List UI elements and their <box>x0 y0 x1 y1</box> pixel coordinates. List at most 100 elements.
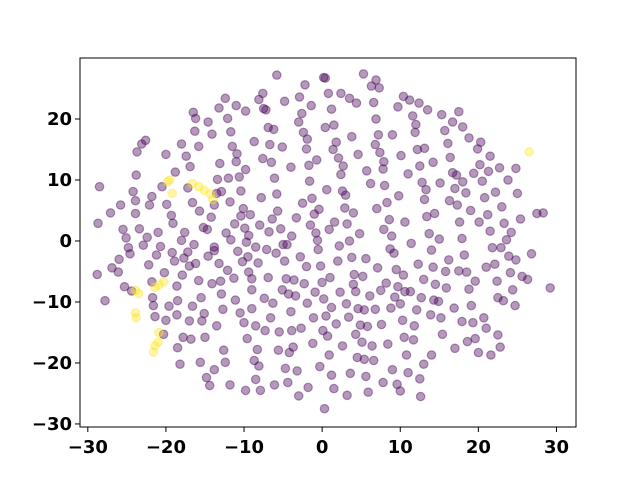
data-point <box>341 298 352 309</box>
data-point <box>260 325 270 336</box>
data-point <box>398 91 409 102</box>
data-point <box>211 188 222 199</box>
data-point <box>426 245 437 255</box>
data-point <box>329 120 339 130</box>
data-point <box>391 264 402 275</box>
data-point <box>441 283 452 293</box>
data-point <box>414 161 425 171</box>
points-layer <box>92 69 555 414</box>
data-point <box>130 195 141 206</box>
data-point <box>225 197 235 207</box>
data-point <box>147 191 157 202</box>
data-point <box>424 228 434 239</box>
data-point <box>411 119 421 130</box>
data-point <box>478 312 489 323</box>
data-point <box>345 368 356 379</box>
data-point <box>255 385 266 396</box>
data-point <box>434 234 445 244</box>
data-point <box>221 228 231 238</box>
data-point <box>472 144 483 154</box>
data-point <box>398 270 409 280</box>
data-point <box>179 253 189 263</box>
data-point <box>368 355 379 366</box>
data-point <box>470 276 480 286</box>
data-point <box>158 329 169 340</box>
data-point <box>214 103 224 113</box>
y-tick-label: −30 <box>32 414 72 435</box>
data-point <box>296 323 306 333</box>
data-point <box>336 169 346 180</box>
data-point <box>243 267 254 277</box>
data-point <box>92 269 102 280</box>
data-point <box>164 301 174 311</box>
data-point <box>166 210 177 221</box>
data-point <box>461 188 471 198</box>
data-point <box>220 93 231 104</box>
data-point <box>240 223 250 233</box>
data-point <box>450 183 460 194</box>
data-point <box>361 253 371 264</box>
data-point <box>143 259 154 270</box>
data-point <box>249 355 259 366</box>
data-point <box>183 247 193 257</box>
data-point <box>266 157 277 168</box>
data-point <box>189 239 199 250</box>
data-point <box>167 188 177 199</box>
data-point <box>526 249 537 259</box>
data-point <box>294 92 305 102</box>
data-point <box>459 250 470 260</box>
data-point <box>433 296 444 307</box>
data-point <box>289 275 299 285</box>
data-point <box>436 109 447 120</box>
data-point <box>457 316 467 327</box>
data-point <box>259 293 270 304</box>
data-point <box>370 139 381 150</box>
data-point <box>346 131 357 142</box>
data-point <box>359 354 370 365</box>
data-point <box>395 298 406 309</box>
data-point <box>481 323 491 333</box>
data-point <box>416 292 427 303</box>
data-point <box>315 261 326 271</box>
data-point <box>482 209 493 220</box>
data-point <box>324 350 334 360</box>
data-point <box>395 386 406 396</box>
data-point <box>385 244 395 254</box>
data-point <box>429 208 440 219</box>
x-tick-label: −30 <box>68 437 108 458</box>
data-point <box>440 266 451 277</box>
data-point <box>94 181 105 192</box>
data-point <box>288 342 298 352</box>
data-point <box>150 341 160 351</box>
data-point <box>155 241 166 252</box>
data-point <box>319 403 330 414</box>
data-point <box>426 350 437 360</box>
data-point <box>295 251 306 262</box>
data-point <box>493 330 503 340</box>
data-point <box>247 303 257 314</box>
data-point <box>201 372 212 383</box>
data-point <box>501 235 512 245</box>
x-tick-label: 30 <box>544 437 569 458</box>
data-point <box>205 189 216 199</box>
data-point <box>397 315 408 326</box>
data-point <box>370 304 381 315</box>
data-point <box>462 336 473 347</box>
data-point <box>128 186 138 197</box>
data-point <box>186 334 196 344</box>
data-point <box>126 286 137 296</box>
data-point <box>313 244 323 255</box>
data-point <box>250 320 261 331</box>
data-point <box>207 129 217 139</box>
data-point <box>505 267 516 278</box>
data-point <box>204 380 215 391</box>
data-point <box>492 276 502 286</box>
data-point <box>250 242 261 252</box>
data-point <box>237 256 248 267</box>
data-point <box>466 300 477 311</box>
data-point <box>226 235 236 245</box>
data-point <box>421 211 432 222</box>
data-point <box>457 233 467 244</box>
data-point <box>532 208 542 219</box>
data-point <box>271 189 282 199</box>
